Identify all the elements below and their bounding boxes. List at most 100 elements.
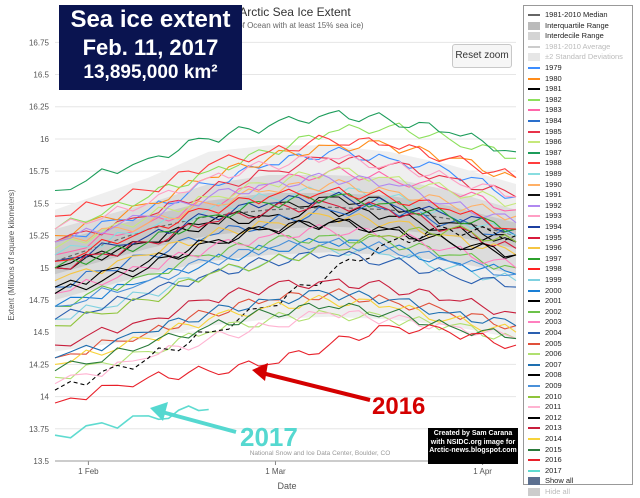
legend-item-1982[interactable]: 1982	[528, 95, 562, 106]
legend-item-2004[interactable]: 2004	[528, 328, 562, 339]
arrow-2017	[161, 410, 237, 434]
legend-label: 2006	[545, 349, 562, 359]
legend-item-2001[interactable]: 2001	[528, 296, 562, 307]
legend-label: 1990	[545, 179, 562, 189]
legend-show-all[interactable]: Show all	[528, 476, 573, 487]
legend-item-2007[interactable]: 2007	[528, 360, 562, 371]
legend-item-2003[interactable]: 2003	[528, 317, 562, 328]
x-tick-label: 1 Mar	[265, 467, 286, 476]
legend-item-1990[interactable]: 1990	[528, 180, 562, 191]
reset-zoom-button[interactable]: Reset zoom	[452, 44, 512, 68]
legend-swatch	[528, 141, 540, 144]
legend-item-1985[interactable]: 1985	[528, 127, 562, 138]
legend-item-2009[interactable]: 2009	[528, 381, 562, 392]
legend-label: ±2 Standard Deviations	[545, 52, 623, 62]
legend-label: 1998	[545, 264, 562, 274]
legend-item-stat[interactable]: ±2 Standard Deviations	[528, 52, 623, 63]
legend-item-stat[interactable]: Interdecile Range	[528, 31, 604, 42]
legend-item-1979[interactable]: 1979	[528, 63, 562, 74]
legend-item-1994[interactable]: 1994	[528, 222, 562, 233]
legend-label: 1985	[545, 126, 562, 136]
legend-item-2005[interactable]: 2005	[528, 339, 562, 350]
legend-item-2012[interactable]: 2012	[528, 413, 562, 424]
legend-item-1992[interactable]: 1992	[528, 201, 562, 212]
legend-label: 2013	[545, 423, 562, 433]
legend-item-1987[interactable]: 1987	[528, 148, 562, 159]
legend-item-1983[interactable]: 1983	[528, 105, 562, 116]
legend-item-1980[interactable]: 1980	[528, 74, 562, 85]
y-tick-label: 16	[40, 135, 49, 144]
legend-item-1991[interactable]: 1991	[528, 190, 562, 201]
annotation-2016: 2016	[372, 393, 426, 420]
y-axis-title: Extent (Millions of square kilometers)	[7, 189, 16, 320]
sea-ice-chart: 13.5 13.75 14 14.25 14.5 14.75 15 15.25 15.5 15.7…	[7, 5, 517, 491]
legend-item-1988[interactable]: 1988	[528, 158, 562, 169]
legend-item-2011[interactable]: 2011	[528, 402, 561, 413]
overlay-date: Feb. 11, 2017	[82, 35, 219, 60]
legend-item-2015[interactable]: 2015	[528, 445, 562, 456]
legend-swatch	[528, 14, 540, 17]
legend-swatch	[528, 21, 540, 30]
legend-label: 1987	[545, 147, 562, 157]
legend-item-2002[interactable]: 2002	[528, 307, 562, 318]
legend-item-1986[interactable]: 1986	[528, 137, 562, 148]
legend-label: 2009	[545, 381, 562, 390]
legend-item-1989[interactable]: 1989	[528, 169, 562, 180]
legend-swatch	[528, 247, 540, 250]
series-line-1998	[54, 186, 517, 262]
series-line-2014	[54, 294, 517, 365]
legend-item-2016[interactable]: 2016	[528, 455, 562, 466]
x-tick-label: 1 Feb	[78, 467, 99, 476]
legend-item-stat[interactable]: Interquartile Range	[528, 21, 609, 32]
legend-swatch	[528, 98, 540, 101]
legend-swatch	[528, 77, 540, 80]
credit-line-2: with NSIDC.org image for	[430, 438, 516, 446]
chart-title: Arctic Sea Ice Extent	[239, 5, 351, 19]
legend-item-2008[interactable]: 2008	[528, 370, 562, 381]
legend-swatch	[528, 268, 540, 271]
legend-swatch	[528, 162, 540, 165]
legend-swatch	[528, 477, 540, 486]
legend-item-2010[interactable]: 2010	[528, 392, 562, 403]
interquartile-band	[55, 193, 516, 275]
legend-label: 1981-2010 Median	[545, 10, 608, 19]
y-tick-label: 15	[40, 264, 49, 273]
legend-item-2000[interactable]: 2000	[528, 286, 562, 297]
legend-item-stat[interactable]: 1981-2010 Average	[528, 42, 610, 53]
series-line-2011	[54, 310, 517, 385]
series-line-2003	[54, 224, 517, 295]
legend-item-2017[interactable]: 2017	[528, 466, 562, 477]
series-line-1990	[54, 179, 517, 243]
legend-item-1984[interactable]: 1984	[528, 116, 562, 127]
legend-item-1981[interactable]: 1981	[528, 84, 562, 95]
legend-label: 1986	[545, 137, 562, 147]
y-tick-label: 16.5	[33, 71, 49, 80]
overlay-extent: 13,895,000 km²	[83, 62, 218, 83]
legend: 1981-2010 Median Interquartile Range Inter…	[523, 5, 633, 497]
series-line-1987	[54, 109, 517, 192]
legend-item-1999[interactable]: 1999	[528, 275, 562, 286]
y-tick-label: 14	[40, 393, 49, 402]
legend-item-1993[interactable]: 1993	[528, 211, 562, 222]
annotation-2017: 2017	[240, 422, 298, 452]
legend-item-2014[interactable]: 2014	[528, 434, 562, 445]
legend-item-1998[interactable]: 1998	[528, 264, 562, 275]
legend-item-2013[interactable]: 2013	[528, 423, 562, 434]
series-line-2002	[54, 234, 517, 308]
legend-label: 2012	[545, 412, 562, 422]
legend-swatch	[528, 32, 540, 41]
legend-swatch	[528, 130, 540, 133]
legend-label: 1993	[545, 211, 562, 221]
legend-item-stat[interactable]: 1981-2010 Median	[528, 10, 608, 21]
legend-hide-all[interactable]: Hide all	[528, 487, 570, 498]
legend-swatch	[528, 67, 540, 70]
legend-item-1996[interactable]: 1996	[528, 243, 562, 254]
series-line-2013	[54, 278, 517, 347]
legend-item-2006[interactable]: 2006	[528, 349, 562, 360]
legend-swatch	[528, 406, 540, 409]
legend-swatch	[528, 488, 540, 497]
series-line-2015	[54, 302, 517, 372]
legend-item-1995[interactable]: 1995	[528, 233, 562, 244]
legend-label: Interquartile Range	[545, 20, 609, 30]
legend-item-1997[interactable]: 1997	[528, 254, 562, 265]
